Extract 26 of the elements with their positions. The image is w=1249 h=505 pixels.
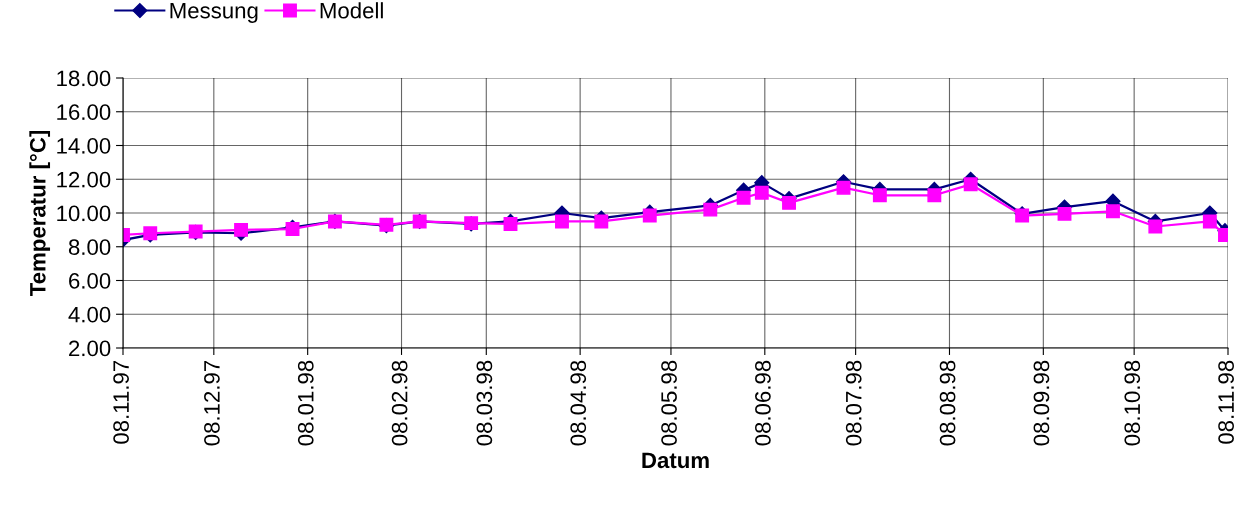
x-tick-label: 08.03.98 — [476, 360, 493, 446]
x-tick-label: 08.05.98 — [661, 360, 677, 446]
y-tick-label: 8.00 — [68, 239, 111, 256]
y-axis-title: Temperatur [°C] — [29, 130, 51, 297]
x-axis-title: Datum — [642, 452, 709, 469]
y-tick-label: 2.00 — [69, 340, 111, 357]
x-tick-label: 08.04.98 — [570, 360, 587, 446]
y-tick-label: 18.00 — [57, 70, 111, 87]
x-tick-label: 08.07.98 — [845, 360, 862, 446]
x-tick-label: 08.06.98 — [755, 360, 771, 446]
x-tick-label: 08.02.98 — [391, 360, 408, 446]
y-tick-label: 4.00 — [68, 306, 111, 323]
y-tick-label: 16.00 — [57, 104, 111, 121]
x-tick-label: 08.12.97 — [204, 360, 220, 446]
y-tick-label: 12.00 — [57, 171, 111, 188]
x-tick-label: 08.09.98 — [1033, 360, 1050, 446]
y-tick-label: 10.00 — [57, 205, 111, 222]
x-tick-label: 08.11.98 — [1218, 360, 1234, 444]
x-tick-label: 08.10.98 — [1124, 360, 1141, 446]
legend-label: Messung — [170, 3, 258, 23]
x-tick-label: 08.08.98 — [939, 360, 956, 446]
y-tick-label: 6.00 — [69, 273, 111, 289]
legend-label: Modell — [320, 2, 383, 19]
x-tick-label: 08.11.97 — [113, 360, 129, 444]
x-tick-label: 08.01.98 — [297, 360, 314, 446]
y-tick-label: 14.00 — [57, 138, 111, 154]
